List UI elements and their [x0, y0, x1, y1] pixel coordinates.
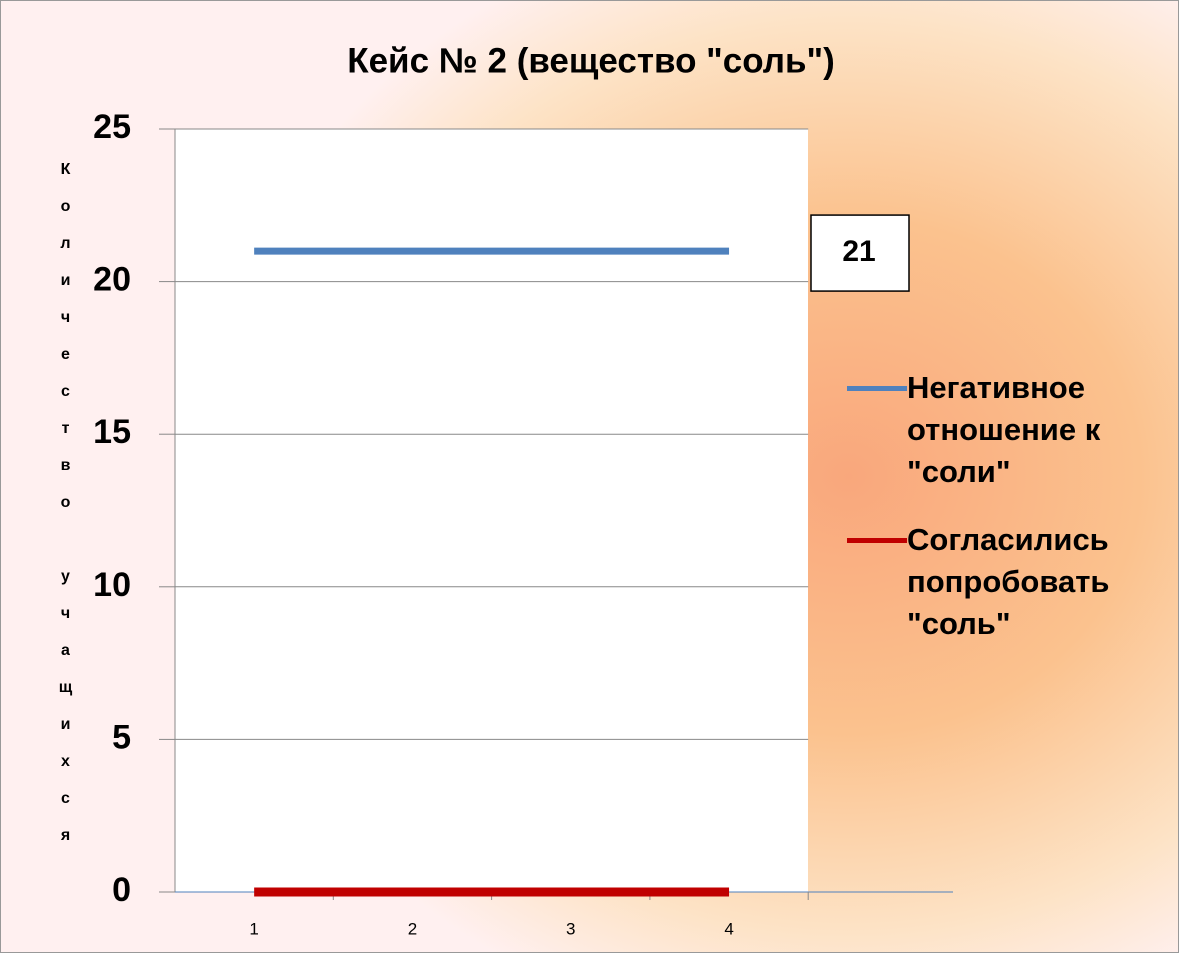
- legend-label: Негативное отношение к "соли": [907, 370, 1101, 489]
- legend-swatch: [847, 538, 907, 543]
- data-label: 21: [842, 235, 875, 268]
- y-tick-label: 0: [112, 871, 131, 909]
- y-tick-label: 5: [112, 718, 131, 756]
- x-tick-label: 1: [249, 919, 258, 938]
- x-tick-label: 4: [724, 919, 733, 938]
- y-tick-label: 15: [93, 413, 131, 451]
- data-label-box: [810, 214, 910, 292]
- legend-item: Негативное отношение к "соли": [847, 367, 1147, 493]
- legend-swatch: [847, 386, 907, 391]
- x-tick-label: 2: [408, 919, 417, 938]
- chart-title: Кейс № 2 (вещество "соль"): [347, 41, 835, 80]
- plot-area: [175, 129, 808, 892]
- x-tick-label: 3: [566, 919, 575, 938]
- legend-item: Согласились попробовать "соль": [847, 519, 1147, 645]
- y-axis-label: Количество учащихся: [57, 161, 74, 864]
- y-tick-label: 20: [93, 261, 131, 299]
- y-tick-label: 25: [93, 108, 131, 146]
- legend: Негативное отношение к "соли" Согласились…: [847, 367, 1147, 671]
- legend-label: Согласились попробовать "соль": [907, 522, 1110, 641]
- y-tick-label: 10: [93, 566, 131, 604]
